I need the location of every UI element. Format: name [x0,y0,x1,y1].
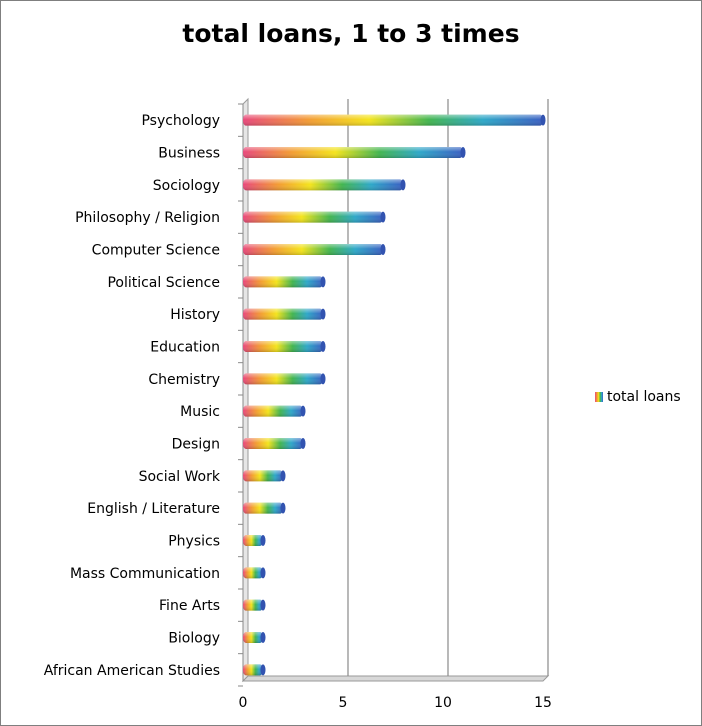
bar-cap [320,276,326,288]
bar-design [243,438,306,449]
bar-cap [260,535,266,546]
category-label: Music [180,404,220,420]
bar-english-literature [243,502,286,514]
category-label: Design [172,437,220,453]
legend-key-icon [595,392,603,402]
category-label: Physics [168,534,220,550]
bar-biology [243,632,266,643]
category-label: History [170,307,220,323]
bar-shine [243,438,303,449]
bar-shine [243,373,323,385]
bar-cap [380,211,386,223]
bar-shine [243,632,263,643]
legend-label: total loans [607,389,681,405]
bar-history [243,308,326,320]
bar-cap [320,308,326,320]
bar-philosophy-religion [243,211,386,223]
category-label: English / Literature [87,501,220,517]
bar-computer-science [243,244,386,255]
bar-cap [260,567,266,579]
bar-physics [243,535,266,546]
category-label: Fine Arts [159,598,220,614]
bar-cap [380,244,386,255]
bar-mass-communication [243,567,266,579]
bar-cap [280,470,286,482]
bar-cap [300,405,306,417]
bar-psychology [243,114,546,126]
category-label: Philosophy / Religion [75,210,220,226]
category-label: Political Science [107,275,220,291]
chart-title: total loans, 1 to 3 times [182,19,520,48]
bar-business [243,147,466,158]
floor [241,675,550,682]
bar-social-work [243,470,286,482]
category-label: Computer Science [92,243,220,259]
bar-cap [280,502,286,514]
bar-cap [260,632,266,643]
bar-shine [243,341,323,352]
bar-shine [243,567,263,579]
category-label: Chemistry [148,372,220,388]
bar-shine [243,599,263,611]
bar-shine [243,211,383,223]
bar-shine [243,244,383,255]
x-tick-label: 5 [339,695,348,711]
category-label: Psychology [141,113,220,129]
x-tick-label: 10 [434,695,452,711]
x-tick-label: 0 [239,695,248,711]
bar-shine [243,179,403,191]
category-label: Business [158,146,220,162]
bar-cap [300,438,306,449]
bar-music [243,405,306,417]
category-label: Social Work [139,469,221,485]
bar-shine [243,502,283,514]
bar-cap [320,373,326,385]
bar-shine [243,664,263,676]
bar-shine [243,470,283,482]
bar-cap [460,147,466,158]
bar-shine [243,147,463,158]
bar-cap [320,341,326,352]
bar-shine [243,114,543,126]
bar-african-american-studies [243,664,266,676]
bar-education [243,341,326,352]
category-label: Mass Communication [70,566,220,582]
bar-shine [243,535,263,546]
bar-shine [243,308,323,320]
x-tick-label: 15 [534,695,552,711]
bar-cap [260,599,266,611]
bar-sociology [243,179,406,191]
bar-political-science [243,276,326,288]
bar-fine-arts [243,599,266,611]
legend: total loans [595,389,681,405]
category-label: Biology [168,631,220,647]
category-label: Sociology [153,178,220,194]
bar-cap [400,179,406,191]
category-label: Education [150,340,220,356]
bar-cap [540,114,546,126]
bar-cap [260,664,266,676]
bar-shine [243,276,323,288]
bar-shine [243,405,303,417]
bar-chemistry [243,373,326,385]
category-label: African American Studies [44,663,220,679]
